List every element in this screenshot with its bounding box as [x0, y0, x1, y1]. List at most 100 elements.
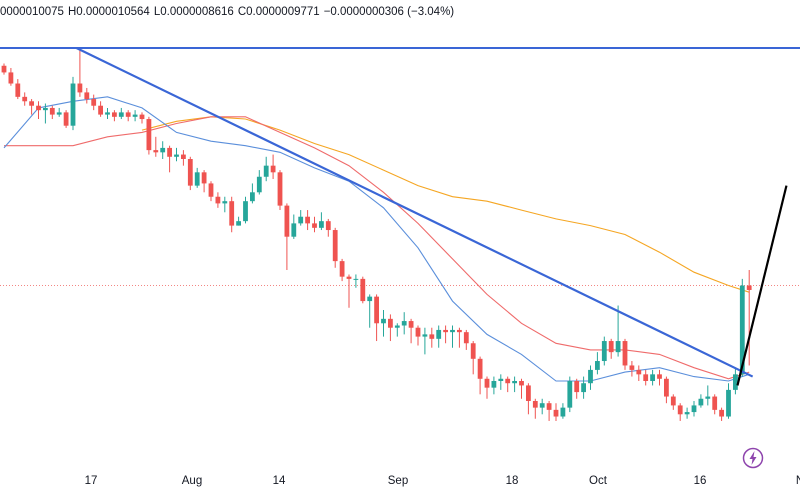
- candle: [1, 63, 7, 75]
- candle: [36, 101, 41, 120]
- ohlc-close-label: C: [237, 6, 247, 18]
- candle: [408, 318, 414, 344]
- candle: [546, 400, 552, 421]
- candle: [263, 156, 269, 182]
- candle: [181, 150, 186, 166]
- ohlc-low: 0.0000008616: [160, 6, 234, 18]
- x-axis-label: Sep: [388, 475, 408, 487]
- candle: [15, 79, 21, 100]
- x-axis: 17 Aug 14 Sep 18 Oct 16 N: [85, 475, 800, 487]
- candle: [691, 400, 697, 417]
- lightning-icon[interactable]: [742, 447, 764, 469]
- drawings: [0, 47, 800, 386]
- candle: [29, 99, 34, 115]
- candle: [256, 170, 262, 195]
- candle: [139, 112, 145, 124]
- candle: [698, 394, 704, 408]
- candle: [677, 403, 683, 421]
- x-axis-label: Oct: [589, 475, 608, 487]
- candle: [339, 258, 345, 282]
- candle: [98, 101, 103, 117]
- candle: [222, 196, 228, 213]
- candle: [394, 323, 400, 337]
- candle: [229, 196, 235, 233]
- candle: [601, 336, 607, 366]
- candles: [1, 50, 752, 421]
- candle: [208, 181, 214, 202]
- candle: [236, 216, 241, 226]
- candle: [450, 325, 455, 348]
- ma-slow-line: [141, 116, 750, 293]
- candle: [470, 341, 476, 375]
- candle: [319, 212, 324, 231]
- candle: [91, 94, 97, 111]
- ma-mid-line: [4, 116, 750, 380]
- candle: [194, 167, 200, 188]
- candle: [105, 107, 110, 120]
- x-axis-label: 14: [273, 475, 286, 487]
- candle: [636, 365, 642, 381]
- x-axis-label: N: [796, 475, 800, 487]
- ohlc-change: −0.0000000306 (−3.04%): [323, 6, 455, 18]
- candle: [726, 383, 731, 419]
- x-axis-label: 16: [694, 475, 707, 487]
- candle: [705, 385, 711, 406]
- x-axis-label: Aug: [182, 475, 202, 487]
- candle: [401, 312, 407, 335]
- candle: [457, 327, 462, 348]
- ohlc-high: 0.0000010564: [76, 6, 150, 18]
- candle: [532, 398, 538, 419]
- trendline[interactable]: [75, 47, 754, 378]
- ohlc-open: 0000010075: [0, 6, 64, 18]
- candle: [491, 376, 497, 395]
- candle: [650, 369, 655, 386]
- candle: [629, 361, 635, 377]
- candle: [367, 294, 373, 328]
- moving-averages: [0, 96, 800, 382]
- candle: [595, 352, 600, 375]
- x-axis-label: 18: [506, 475, 519, 487]
- candle: [146, 116, 152, 155]
- candle: [443, 325, 448, 344]
- candle: [187, 156, 193, 191]
- candle: [733, 367, 738, 395]
- candle: [56, 107, 62, 117]
- candle: [353, 274, 359, 288]
- candle: [560, 403, 566, 419]
- candle: [588, 365, 593, 390]
- candle: [277, 170, 283, 211]
- ohlc-close: 0.0000009771: [246, 6, 320, 18]
- candle: [49, 105, 55, 120]
- candle: [422, 327, 428, 355]
- projection-arrow[interactable]: [736, 185, 788, 386]
- candle: [374, 294, 379, 342]
- candle: [298, 210, 304, 226]
- candle: [463, 329, 469, 350]
- candle: [746, 270, 752, 366]
- candle: [622, 338, 628, 370]
- candle: [581, 376, 586, 399]
- candle: [305, 210, 310, 231]
- candle: [118, 107, 124, 120]
- candle: [505, 376, 511, 393]
- candle: [325, 218, 331, 237]
- candle: [429, 327, 435, 348]
- candle: [284, 203, 290, 270]
- x-axis-label: 17: [85, 475, 98, 487]
- candle: [332, 227, 338, 268]
- candle: [526, 383, 531, 415]
- candle: [567, 376, 573, 413]
- candle: [670, 394, 676, 410]
- candle: [63, 110, 69, 128]
- candle: [615, 305, 621, 357]
- candle: [77, 50, 83, 97]
- candle: [160, 141, 166, 159]
- candle: [360, 276, 366, 304]
- candle: [381, 309, 386, 337]
- candle: [539, 398, 545, 415]
- candle: [174, 147, 179, 162]
- candle: [243, 196, 248, 224]
- ohlc-low-label: L: [153, 6, 161, 18]
- candle: [346, 274, 352, 308]
